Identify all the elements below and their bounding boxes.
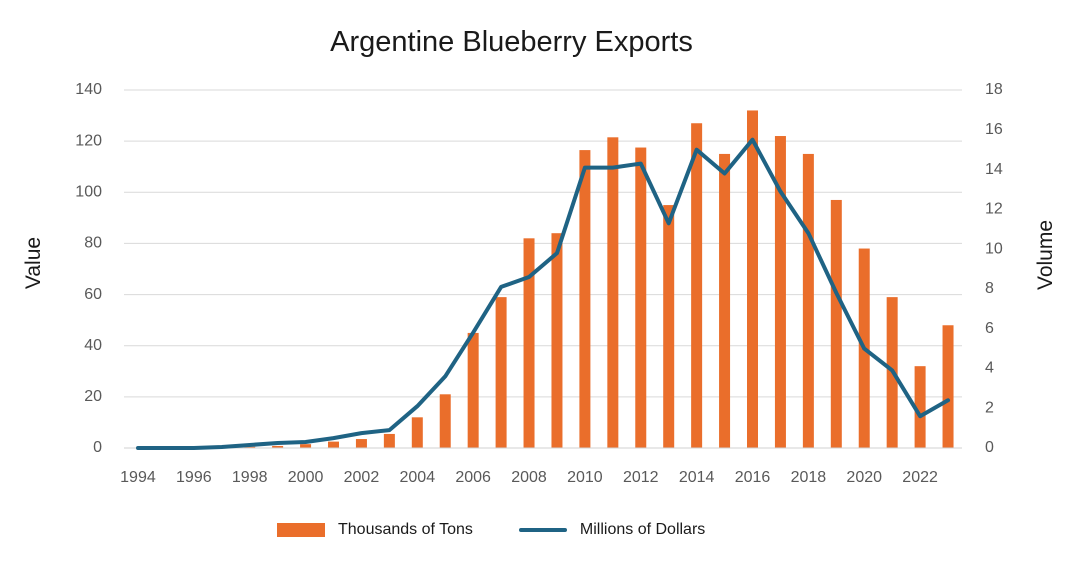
x-tick-label: 2022 bbox=[902, 469, 938, 486]
bar bbox=[607, 137, 619, 449]
x-tick-label: 2002 bbox=[344, 469, 380, 486]
bar bbox=[467, 332, 479, 448]
x-tick-label: 2020 bbox=[846, 469, 882, 486]
bar bbox=[411, 417, 423, 448]
bar bbox=[914, 366, 926, 448]
legend: Thousands of Tons Millions of Dollars bbox=[277, 518, 751, 542]
bar bbox=[244, 446, 256, 448]
y-tick-label-left: 100 bbox=[75, 184, 102, 201]
bar bbox=[551, 233, 563, 448]
y-tick-label-right: 6 bbox=[985, 320, 994, 337]
x-tick-label: 2006 bbox=[455, 469, 491, 486]
y-tick-label-right: 16 bbox=[985, 121, 1003, 138]
bar bbox=[272, 445, 284, 448]
x-tick-label: 2010 bbox=[567, 469, 603, 486]
legend-swatch-line bbox=[518, 528, 567, 532]
y-tick-label-right: 2 bbox=[985, 399, 994, 416]
x-tick-label: 1994 bbox=[120, 469, 156, 486]
bar bbox=[830, 199, 842, 448]
legend-label-dollars: Millions of Dollars bbox=[579, 521, 706, 538]
bar bbox=[691, 123, 703, 448]
bar bbox=[774, 136, 786, 448]
bar bbox=[663, 205, 675, 448]
bar bbox=[802, 153, 814, 448]
x-tick-label: 2008 bbox=[511, 469, 547, 486]
y-tick-label-right: 4 bbox=[985, 360, 994, 377]
y-tick-label-right: 8 bbox=[985, 280, 994, 297]
bar bbox=[747, 110, 758, 448]
legend-label-tons: Thousands of Tons bbox=[338, 521, 473, 538]
x-tick-label: 2018 bbox=[791, 469, 827, 486]
x-tick-label: 2014 bbox=[679, 469, 715, 486]
bar bbox=[579, 150, 591, 449]
x-tick-label: 2012 bbox=[623, 469, 659, 486]
bar bbox=[300, 444, 312, 448]
y-tick-label-left: 120 bbox=[75, 132, 102, 149]
y-tick-label-right: 18 bbox=[985, 81, 1003, 98]
bar bbox=[355, 439, 367, 448]
legend-item-tons: Thousands of Tons bbox=[277, 521, 473, 539]
x-tick-label: 1996 bbox=[176, 469, 212, 486]
x-tick-label: 2016 bbox=[735, 469, 771, 486]
bar bbox=[719, 153, 731, 448]
bar bbox=[383, 433, 395, 448]
y-tick-label-right: 12 bbox=[985, 201, 1003, 218]
y-tick-label-left: 140 bbox=[75, 81, 102, 98]
y-tick-label-right: 10 bbox=[985, 240, 1003, 257]
bar bbox=[523, 238, 535, 448]
bar bbox=[328, 441, 339, 448]
bar bbox=[635, 147, 647, 449]
legend-swatch-bar bbox=[277, 523, 325, 537]
chart-title: Argentine Blueberry Exports bbox=[330, 26, 693, 58]
y-tick-label-left: 80 bbox=[84, 235, 102, 252]
series-line-dollars bbox=[136, 137, 950, 450]
bar bbox=[439, 394, 451, 448]
x-tick-label: 1998 bbox=[232, 469, 268, 486]
y-tick-label-right: 0 bbox=[985, 439, 994, 456]
y-tick-label-left: 20 bbox=[84, 388, 102, 405]
bar bbox=[495, 297, 507, 448]
y-tick-label-left: 40 bbox=[84, 337, 102, 354]
x-tick-label: 2004 bbox=[400, 469, 436, 486]
bar bbox=[942, 325, 954, 448]
x-tick-label: 2000 bbox=[288, 469, 324, 486]
y-tick-label-right: 14 bbox=[985, 161, 1003, 178]
y-tick-label-left: 60 bbox=[84, 286, 102, 303]
legend-item-dollars: Millions of Dollars bbox=[518, 521, 706, 539]
y-tick-label-left: 0 bbox=[93, 439, 102, 456]
